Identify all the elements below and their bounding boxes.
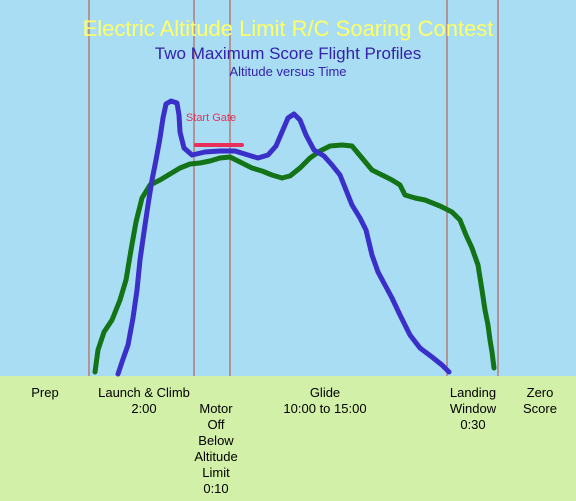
phase-label-line: Zero xyxy=(526,385,554,400)
phase-label-line: 0:10 xyxy=(203,481,229,496)
phase-label-line: Window xyxy=(449,401,497,416)
phase-label-motor-off: Motor Off Below Altitude Limit 0:10 xyxy=(180,401,252,497)
phase-label-zero-score: Zero Score xyxy=(510,385,570,417)
axis-caption: Altitude versus Time xyxy=(229,64,347,79)
phase-label-line: 10:00 to 15:00 xyxy=(283,401,367,416)
phase-label-line: Off xyxy=(207,417,225,432)
phase-label-line: Prep xyxy=(31,385,59,400)
phase-label-line: Glide xyxy=(309,385,341,400)
page-subtitle: Two Maximum Score Flight Profiles xyxy=(154,44,422,63)
page-title: Electric Altitude Limit R/C Soaring Cont… xyxy=(82,16,494,41)
phase-label-line: Score xyxy=(523,401,557,416)
flight-profile-green xyxy=(92,142,497,375)
phase-label-landing: Landing Window 0:30 xyxy=(438,385,508,433)
phase-label-launch: Launch & Climb 2:00 xyxy=(84,385,204,417)
phase-label-prep: Prep xyxy=(15,385,75,401)
phase-label-line: Limit xyxy=(202,465,230,480)
phase-label-line: Landing xyxy=(449,385,497,400)
phase-label-line: Below xyxy=(198,433,234,448)
phase-label-glide: Glide 10:00 to 15:00 xyxy=(265,385,385,417)
phase-label-line: 2:00 xyxy=(131,401,157,416)
phase-label-line: Altitude xyxy=(194,449,238,464)
phase-label-line: Launch & Climb xyxy=(98,385,190,400)
phase-dividers xyxy=(88,0,499,376)
phase-label-line: 0:30 xyxy=(460,417,486,432)
flight-profile-blue xyxy=(115,98,452,377)
ground-band xyxy=(0,376,576,501)
start-gate-label: Start Gate xyxy=(185,112,237,124)
phase-label-line: Motor xyxy=(199,401,233,416)
